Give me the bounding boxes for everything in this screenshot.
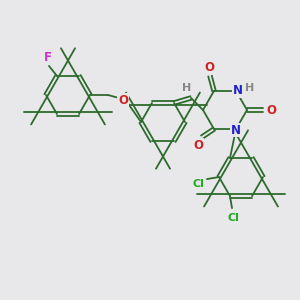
Text: O: O bbox=[118, 94, 128, 106]
Text: H: H bbox=[182, 83, 192, 93]
Text: H: H bbox=[245, 83, 255, 93]
Text: O: O bbox=[204, 61, 214, 74]
Text: O: O bbox=[266, 103, 276, 116]
Text: F: F bbox=[44, 51, 52, 64]
Text: N: N bbox=[231, 124, 241, 136]
Text: O: O bbox=[193, 139, 203, 152]
Text: Cl: Cl bbox=[192, 179, 204, 189]
Text: Cl: Cl bbox=[227, 213, 239, 223]
Text: N: N bbox=[233, 84, 243, 98]
